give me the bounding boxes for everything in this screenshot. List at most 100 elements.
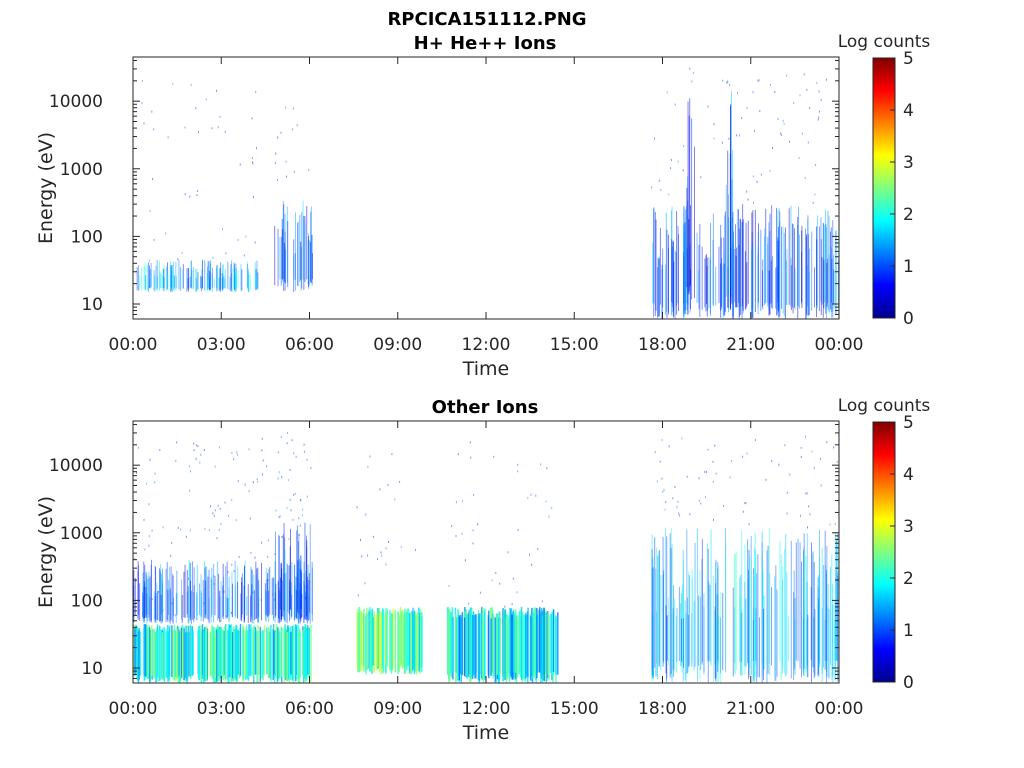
heatmap-cell xyxy=(674,250,676,319)
heatmap-cell xyxy=(674,486,676,488)
heatmap-cell xyxy=(766,550,768,683)
heatmap-cell xyxy=(224,501,226,504)
heatmap-cell xyxy=(151,559,152,623)
heatmap-cell xyxy=(290,528,291,610)
heatmap-cell xyxy=(170,275,172,288)
heatmap-cell xyxy=(764,228,766,305)
heatmap-cell xyxy=(707,543,708,662)
heatmap-cell xyxy=(388,540,389,543)
heatmap-cell xyxy=(554,615,557,674)
heatmap-cell xyxy=(232,583,233,618)
heatmap-cell xyxy=(208,270,210,289)
heatmap-cell xyxy=(780,554,782,680)
heatmap-cell xyxy=(495,572,497,574)
heatmap-cell xyxy=(233,262,235,290)
heatmap-cell xyxy=(677,226,679,304)
colorbar-tick-label: 0 xyxy=(903,673,914,693)
heatmap-cell xyxy=(365,613,367,675)
heatmap-cell xyxy=(286,442,288,445)
heatmap-cell xyxy=(661,269,663,319)
heatmap-cell xyxy=(169,566,171,622)
heatmap-cell xyxy=(182,264,184,289)
heatmap-cell xyxy=(818,90,820,93)
heatmap-cell xyxy=(662,248,664,308)
heatmap-cell xyxy=(299,559,300,613)
heatmap-cell xyxy=(484,608,486,679)
heatmap-cell xyxy=(790,205,792,308)
heatmap-cell xyxy=(247,632,250,681)
heatmap-cell xyxy=(278,516,280,519)
heatmap-cell xyxy=(515,609,517,673)
heatmap-cell xyxy=(718,246,720,303)
heatmap-cell xyxy=(222,228,224,231)
heatmap-cell xyxy=(159,568,160,622)
heatmap-cell xyxy=(754,439,756,442)
heatmap-cell xyxy=(516,591,518,594)
heatmap-cell xyxy=(787,615,789,661)
heatmap-cell xyxy=(816,226,817,318)
heatmap-cell xyxy=(533,613,535,675)
heatmap-cell xyxy=(298,517,300,520)
heatmap-cell xyxy=(757,79,759,82)
heatmap-cell xyxy=(817,577,819,675)
heatmap-cell xyxy=(201,259,203,288)
heatmap-cell xyxy=(717,562,719,672)
heatmap-cell xyxy=(712,480,714,483)
heatmap-cell xyxy=(778,221,780,318)
heatmap-cell xyxy=(175,592,177,624)
heatmap-cell xyxy=(457,453,459,456)
colorbar-tick-label: 4 xyxy=(903,465,914,485)
colorbar-tick-label: 4 xyxy=(903,101,914,121)
heatmap-cell xyxy=(654,451,656,454)
heatmap-cell xyxy=(830,227,832,303)
heatmap-cell xyxy=(230,264,232,292)
heatmap-cell xyxy=(219,115,221,118)
heatmap-cell xyxy=(837,575,839,661)
heatmap-cell xyxy=(386,608,388,667)
heatmap-cell xyxy=(754,547,756,682)
heatmap-cell xyxy=(269,567,271,615)
heatmap-cell xyxy=(744,582,746,666)
heatmap-cell xyxy=(185,535,187,538)
heatmap-cell xyxy=(672,241,674,304)
heatmap-cell xyxy=(310,467,312,470)
heatmap-cell xyxy=(478,613,481,681)
heatmap-cell xyxy=(656,480,658,483)
heatmap-cell xyxy=(134,627,136,675)
heatmap-cell xyxy=(722,263,724,319)
heatmap-cell xyxy=(654,212,656,316)
heatmap-cell xyxy=(801,561,802,678)
heatmap-cell xyxy=(665,527,667,662)
heatmap-cell xyxy=(818,598,819,674)
heatmap-cell xyxy=(308,595,310,621)
heatmap-cell xyxy=(674,598,676,672)
heatmap-cell xyxy=(295,212,296,291)
heatmap-cell xyxy=(379,488,381,491)
heatmap-cell xyxy=(286,631,288,681)
heatmap-cell xyxy=(252,591,254,594)
heatmap-cell xyxy=(734,248,736,303)
heatmap-cell xyxy=(654,537,656,668)
heatmap-cell xyxy=(303,216,305,290)
heatmap-cell xyxy=(157,591,159,621)
heatmap-cell xyxy=(210,505,211,508)
heatmap-cell xyxy=(149,268,151,289)
heatmap-cell xyxy=(683,618,684,668)
heatmap-cell xyxy=(293,254,295,280)
heatmap-cell xyxy=(142,592,143,617)
heatmap-cell xyxy=(163,627,165,683)
heatmap-cell xyxy=(700,502,702,505)
heatmap-cell xyxy=(540,463,542,466)
heatmap-cell xyxy=(252,481,254,484)
heatmap-cell xyxy=(803,73,805,76)
heatmap-cell xyxy=(237,480,239,483)
heatmap-cell xyxy=(816,81,818,84)
heatmap-cell xyxy=(229,276,231,291)
heatmap-cell xyxy=(180,627,183,678)
heatmap-cell xyxy=(373,616,375,673)
heatmap-cell xyxy=(734,553,736,675)
heatmap-cell xyxy=(480,613,482,675)
heatmap-cell xyxy=(204,631,207,680)
heatmap-cell xyxy=(793,592,795,681)
heatmap-cell xyxy=(712,460,714,463)
